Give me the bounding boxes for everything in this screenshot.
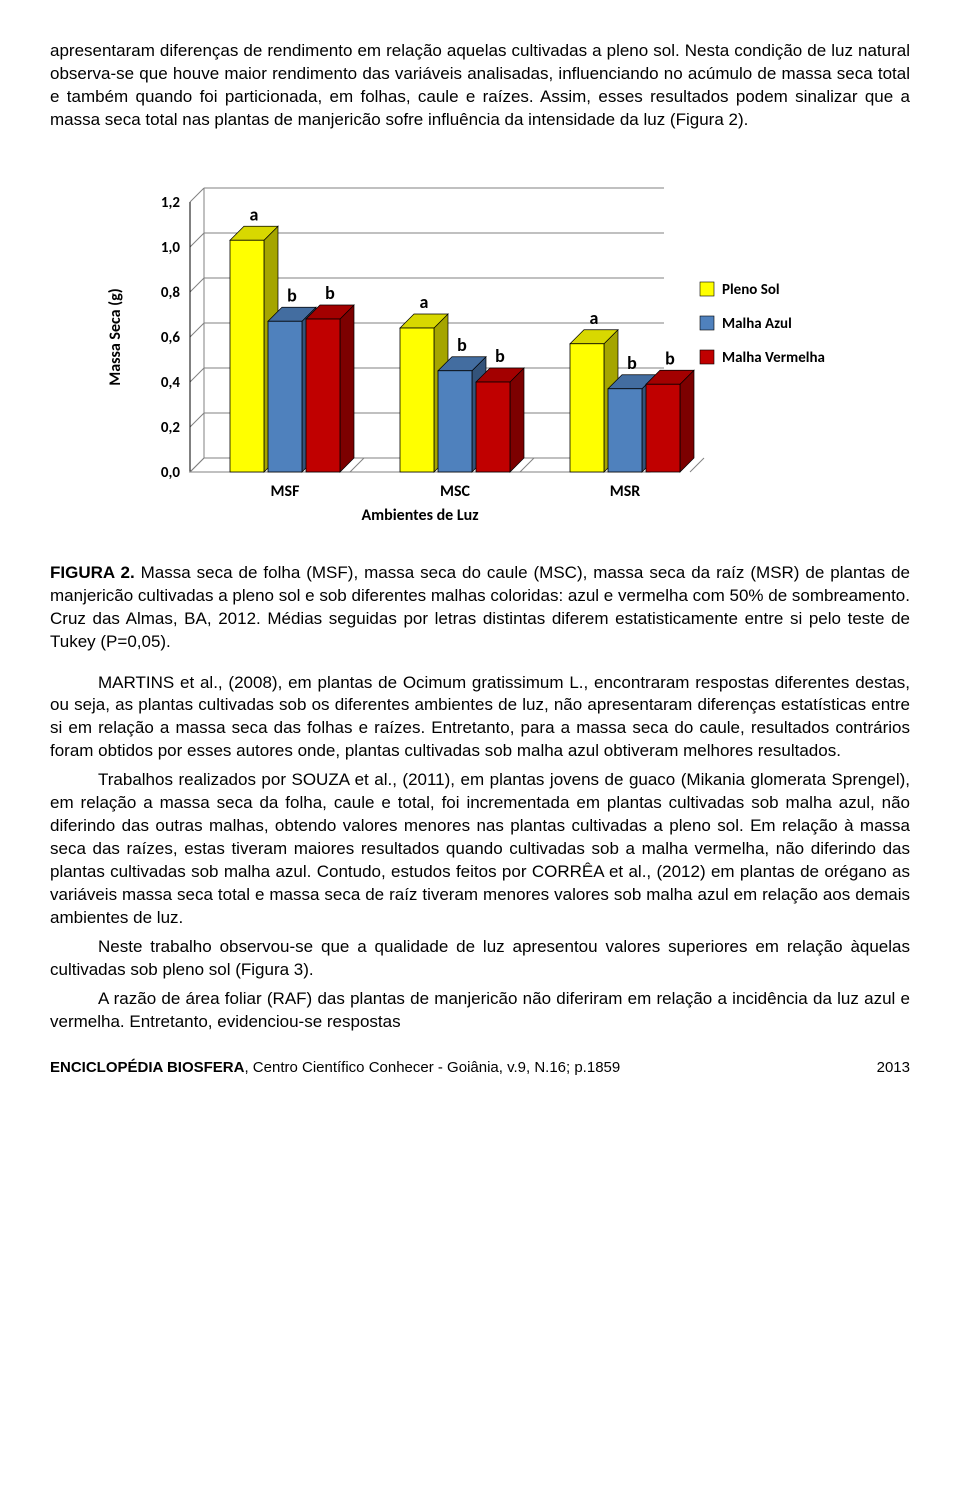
svg-text:Massa Seca (g): Massa Seca (g)	[106, 288, 125, 386]
svg-text:b: b	[287, 284, 297, 306]
svg-text:b: b	[627, 352, 637, 374]
paragraph-intro: apresentaram diferenças de rendimento em…	[50, 40, 910, 132]
figure-2-chart: 0,0 0,2 0,4 0,6 0,8 1,0 1,2 Massa Seca (g) a b b MS…	[90, 172, 870, 532]
svg-text:MSF: MSF	[271, 482, 300, 501]
svg-text:0,6: 0,6	[161, 329, 180, 347]
svg-text:b: b	[457, 334, 467, 356]
svg-text:a: a	[250, 203, 259, 225]
svg-text:0,8: 0,8	[161, 284, 180, 302]
svg-text:0,0: 0,0	[161, 464, 180, 482]
caption-lead: FIGURA 2.	[50, 563, 135, 582]
svg-text:0,2: 0,2	[161, 419, 180, 437]
svg-text:b: b	[665, 347, 675, 369]
paragraph-quality: Neste trabalho observou-se que a qualida…	[50, 936, 910, 982]
svg-text:1,2: 1,2	[161, 194, 180, 212]
svg-text:Pleno Sol: Pleno Sol	[722, 281, 780, 299]
footer-journal: ENCICLOPÉDIA BIOSFERA, Centro Científico…	[50, 1058, 620, 1078]
svg-text:a: a	[590, 307, 599, 329]
footer-journal-bold: ENCICLOPÉDIA BIOSFERA	[50, 1059, 244, 1076]
svg-text:b: b	[325, 282, 335, 304]
paragraph-raf: A razão de área foliar (RAF) das plantas…	[50, 988, 910, 1034]
paragraph-martins: MARTINS et al., (2008), em plantas de Oc…	[50, 672, 910, 764]
footer-journal-rest: , Centro Científico Conhecer - Goiânia, …	[244, 1059, 586, 1076]
svg-text:0,4: 0,4	[161, 374, 180, 392]
footer-page-inline: 1859	[587, 1059, 620, 1076]
svg-text:b: b	[495, 345, 505, 367]
svg-text:a: a	[420, 291, 429, 313]
caption-body: Massa seca de folha (MSF), massa seca do…	[50, 563, 910, 651]
bar-chart-svg: 0,0 0,2 0,4 0,6 0,8 1,0 1,2 Massa Seca (g) a b b MS…	[90, 172, 870, 532]
svg-text:1,0: 1,0	[161, 239, 180, 257]
svg-text:MSR: MSR	[610, 482, 641, 501]
paragraph-souza: Trabalhos realizados por SOUZA et al., (…	[50, 769, 910, 930]
footer-year: 2013	[877, 1058, 910, 1078]
figure-2-caption: FIGURA 2. Massa seca de folha (MSF), mas…	[50, 562, 910, 654]
svg-text:MSC: MSC	[440, 482, 471, 501]
svg-text:Malha Vermelha: Malha Vermelha	[722, 349, 825, 367]
svg-text:Malha Azul: Malha Azul	[722, 315, 792, 333]
svg-text:Ambientes de Luz: Ambientes de Luz	[361, 506, 478, 525]
page-footer: ENCICLOPÉDIA BIOSFERA, Centro Científico…	[50, 1058, 910, 1078]
